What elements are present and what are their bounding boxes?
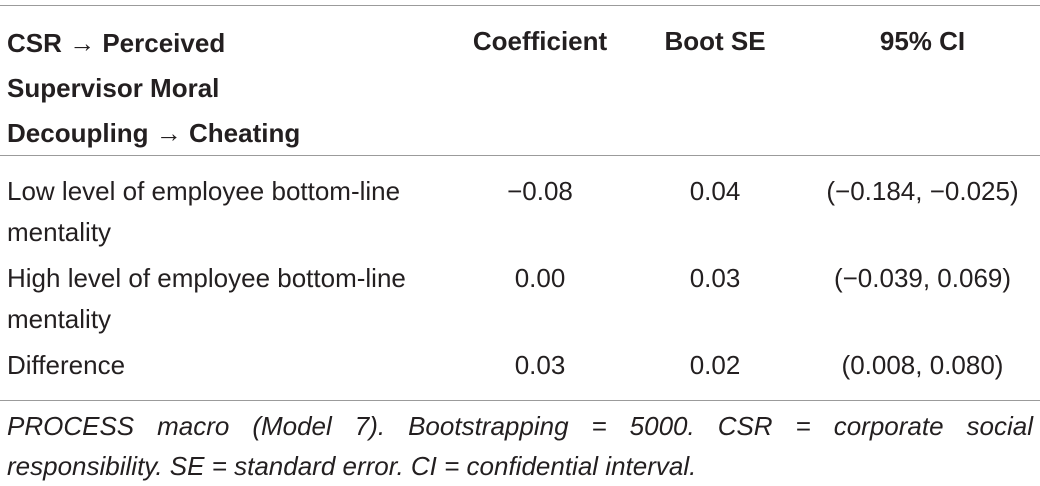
row-label: Low level of employee bottom-line mental… [7, 176, 401, 247]
row-boot-se: 0.04 [689, 176, 741, 206]
table-bottom-rule [0, 400, 1040, 401]
row-coefficient: −0.08 [507, 176, 573, 206]
header-ci: 95% CI [879, 26, 966, 56]
row-boot-se: 0.02 [689, 350, 741, 380]
table-top-rule [0, 5, 1040, 6]
row-label: High level of employee bottom-line menta… [7, 263, 406, 334]
row-ci: (−0.184, −0.025) [826, 176, 1019, 206]
table-note: PROCESS macro (Model 7). Bootstrapping =… [7, 411, 1033, 481]
header-coefficient: Coefficient [472, 26, 608, 56]
row-coefficient: 0.03 [514, 350, 566, 380]
header-rule [0, 155, 1040, 156]
header-boot-se: Boot SE [664, 26, 766, 56]
row-ci: (−0.039, 0.069) [833, 263, 1012, 293]
row-ci: (0.008, 0.080) [841, 350, 1004, 380]
row-label: Difference [7, 350, 126, 380]
row-boot-se: 0.03 [689, 263, 741, 293]
header-path: CSR → Perceived Supervisor Moral Decoupl… [7, 28, 301, 148]
row-coefficient: 0.00 [514, 263, 566, 293]
